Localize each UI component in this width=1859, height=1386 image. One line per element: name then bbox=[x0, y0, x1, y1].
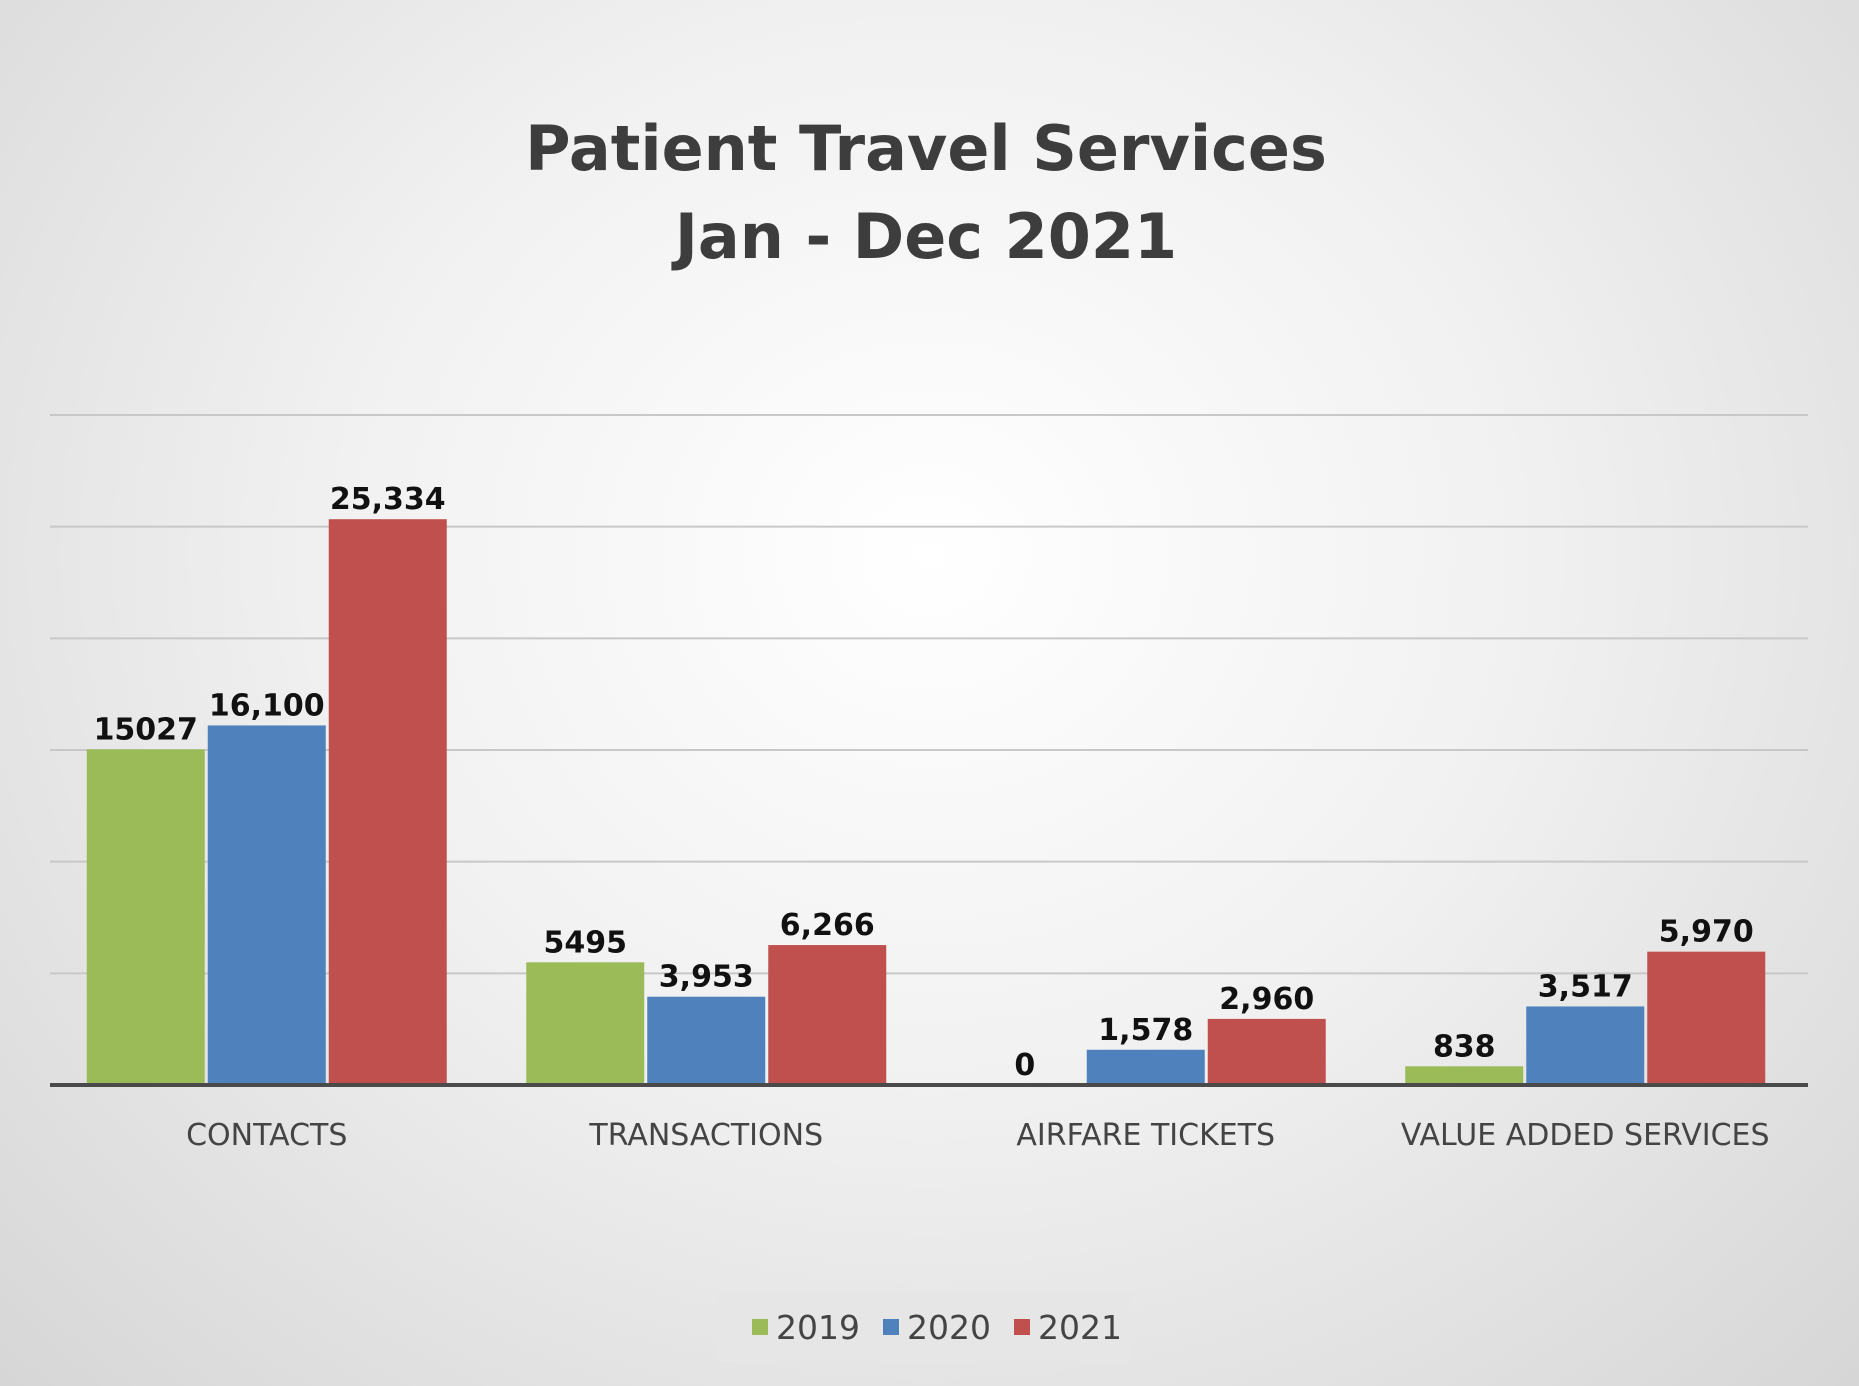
data-label-2021-0: 25,334 bbox=[330, 482, 446, 517]
legend-label-2019: 2019 bbox=[776, 1308, 860, 1347]
data-label-2019-3: 838 bbox=[1433, 1029, 1496, 1064]
chart-title-line-1: Patient Travel Services bbox=[525, 112, 1327, 185]
data-label-2020-3: 3,517 bbox=[1538, 969, 1633, 1004]
legend-swatch-2019 bbox=[752, 1319, 768, 1335]
bar-2020-3 bbox=[1526, 1006, 1645, 1085]
category-label-0: CONTACTS bbox=[186, 1118, 347, 1153]
category-labels: CONTACTS TRANSACTIONS AIRFARE TICKETS VALUE… bbox=[186, 1118, 1769, 1153]
data-label-2020-0: 16,100 bbox=[209, 688, 325, 723]
bar-2020-1 bbox=[647, 996, 766, 1085]
bar-2019-0 bbox=[86, 749, 205, 1085]
legend-swatch-2020 bbox=[883, 1319, 899, 1335]
category-label-3: VALUE ADDED SERVICES bbox=[1401, 1118, 1770, 1153]
data-label-2020-2: 1,578 bbox=[1098, 1013, 1193, 1048]
data-label-2019-0: 15027 bbox=[94, 712, 198, 747]
bars bbox=[86, 519, 1766, 1085]
data-label-2020-1: 3,953 bbox=[659, 960, 754, 995]
data-label-2021-2: 2,960 bbox=[1219, 982, 1314, 1017]
bar-2020-0 bbox=[207, 725, 326, 1085]
bar-2021-3 bbox=[1647, 951, 1766, 1085]
legend-swatch-2021 bbox=[1014, 1319, 1030, 1335]
legend-label-2021: 2021 bbox=[1038, 1308, 1122, 1347]
bar-2021-1 bbox=[768, 945, 887, 1085]
data-label-2021-1: 6,266 bbox=[780, 908, 875, 943]
data-label-2019-1: 5495 bbox=[544, 925, 628, 960]
category-label-2: AIRFARE TICKETS bbox=[1016, 1118, 1275, 1153]
category-label-1: TRANSACTIONS bbox=[588, 1118, 823, 1153]
bar-2019-1 bbox=[526, 962, 645, 1085]
legend-label-2020: 2020 bbox=[907, 1308, 991, 1347]
chart-title: Patient Travel Services Jan - Dec 2021 bbox=[525, 112, 1327, 273]
bar-2021-2 bbox=[1207, 1018, 1326, 1085]
bar-2020-2 bbox=[1086, 1049, 1205, 1085]
legend-box bbox=[718, 1292, 1130, 1362]
data-labels: 15027 16,100 25,334 5495 3,953 6,266 0 1,578 2,9… bbox=[94, 482, 1754, 1083]
data-label-2019-2: 0 bbox=[1014, 1048, 1035, 1083]
legend: 2019 2020 2021 bbox=[718, 1292, 1130, 1362]
bar-2021-0 bbox=[328, 519, 447, 1085]
bar-2019-3 bbox=[1405, 1066, 1524, 1085]
chart-title-line-2: Jan - Dec 2021 bbox=[671, 200, 1177, 273]
data-label-2021-3: 5,970 bbox=[1659, 915, 1754, 950]
